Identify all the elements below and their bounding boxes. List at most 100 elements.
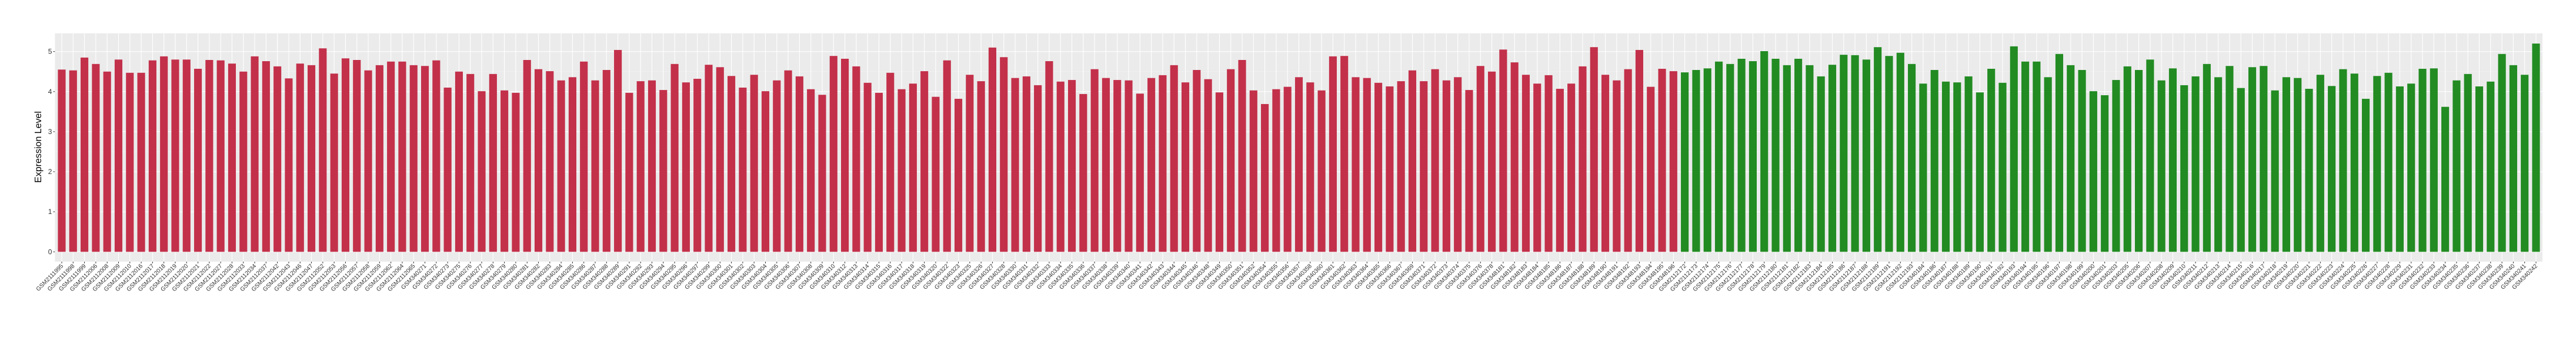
bar-GSM340304 xyxy=(761,91,770,252)
bar-GSM340343 xyxy=(1159,75,1167,252)
bar-GSM340369 xyxy=(1408,70,1417,252)
bar-GSM340309 xyxy=(818,95,826,252)
bar-GSM340189 xyxy=(1964,76,1973,252)
bar-GSM2112020 xyxy=(182,59,191,252)
bar-GSM2112184 xyxy=(1817,76,1825,252)
bar-GSM340188 xyxy=(1953,82,1961,252)
bar-GSM2112009 xyxy=(114,59,123,252)
bar-GSM340227 xyxy=(2373,76,2381,252)
bar-GSM340184 xyxy=(1919,83,1927,252)
bar-GSM340228 xyxy=(2384,72,2393,252)
bar-GSM340305 xyxy=(773,80,781,252)
bar-GSM340224 xyxy=(2339,69,2347,252)
bar-GSM2112058 xyxy=(364,70,372,252)
bar-GSM340303 xyxy=(750,75,758,252)
bar-GSM340348 xyxy=(1204,79,1212,252)
bar-GSM2111999 xyxy=(81,57,89,252)
bar-GSM2112193 xyxy=(1908,63,1916,252)
bar-GSM340326 xyxy=(977,81,985,252)
bar-GSM2112180 xyxy=(1771,58,1780,252)
bar-GSM340299 xyxy=(705,65,713,252)
bar-GSM340195 xyxy=(2033,61,2041,252)
bar-GSM2112183 xyxy=(1806,65,1814,252)
bar-GSM340306 xyxy=(784,70,792,252)
bar-GSM2112185 xyxy=(1828,65,1837,252)
bars xyxy=(58,44,2540,252)
y-tick-label: 5 xyxy=(48,48,52,56)
bar-GSM2112187 xyxy=(1851,55,1859,252)
bar-GSM340296 xyxy=(682,82,690,252)
bar-GSM340375 xyxy=(1465,90,1473,252)
bar-GSM2112177 xyxy=(1737,58,1746,252)
bar-GSM340286 xyxy=(580,61,588,252)
bar-GSM348186 xyxy=(1556,89,1564,252)
bar-GSM340211 xyxy=(2191,76,2200,252)
bar-GSM340240 xyxy=(2509,65,2517,252)
bar-GSM340241 xyxy=(2521,75,2529,252)
bar-GSM340209 xyxy=(2168,68,2177,252)
bar-GSM340279 xyxy=(500,90,509,252)
y-tick-label: 4 xyxy=(48,88,52,96)
bar-GSM340206 xyxy=(2135,70,2143,252)
bar-GSM340229 xyxy=(2395,86,2404,252)
bar-GSM340216 xyxy=(2248,67,2257,252)
bar-GSM340292 xyxy=(636,81,645,252)
bar-GSM340360 xyxy=(1317,90,1326,252)
bar-GSM2112016 xyxy=(137,72,145,252)
bar-GSM340194 xyxy=(2021,61,2030,252)
bar-GSM2112179 xyxy=(1760,51,1769,252)
bar-GSM340373 xyxy=(1442,80,1450,252)
bar-GSM348191 xyxy=(1613,80,1621,252)
bar-GSM340281 xyxy=(523,60,531,252)
bar-GSM340191 xyxy=(1987,68,1996,252)
bar-GSM340337 xyxy=(1090,69,1099,252)
bar-GSM340236 xyxy=(2464,73,2472,252)
bar-GSM340365 xyxy=(1374,82,1383,252)
bar-GSM340221 xyxy=(2305,89,2313,252)
bar-GSM2112018 xyxy=(160,56,168,252)
bar-GSM2112046 xyxy=(296,63,304,252)
y-tick-label: 3 xyxy=(48,128,52,136)
bar-GSM340208 xyxy=(2157,80,2165,252)
bar-GSM340366 xyxy=(1386,86,1394,252)
bar-GSM340295 xyxy=(670,63,679,252)
bar-GSM340201 xyxy=(2101,95,2109,252)
bar-GSM340328 xyxy=(1000,57,1008,252)
bar-GSM340339 xyxy=(1113,80,1122,252)
bar-GSM340323 xyxy=(954,99,963,252)
bar-GSM2112033 xyxy=(239,71,248,252)
bar-GSM340212 xyxy=(2203,63,2211,252)
bar-GSM340346 xyxy=(1193,70,1201,252)
bar-GSM2112019 xyxy=(171,59,179,252)
bar-GSM2111995 xyxy=(58,69,66,252)
bar-GSM348185 xyxy=(1544,75,1553,252)
bar-GSM340307 xyxy=(795,76,803,252)
bar-GSM340331 xyxy=(1022,76,1030,252)
bar-GSM340213 xyxy=(2214,77,2223,252)
bar-GSM340340 xyxy=(1125,80,1133,252)
bar-GSM340197 xyxy=(2055,54,2064,252)
y-tick-label: 2 xyxy=(48,168,52,176)
bar-GSM340319 xyxy=(920,71,929,252)
bar-GSM340333 xyxy=(1045,61,1053,252)
bar-GSM348195 xyxy=(1658,68,1666,252)
bar-GSM340222 xyxy=(2316,75,2324,252)
bar-GSM340187 xyxy=(1941,81,1950,252)
bar-GSM348194 xyxy=(1647,86,1655,252)
bar-GSM2112189 xyxy=(1874,47,1882,252)
bar-GSM2112017 xyxy=(148,60,156,252)
y-axis-label: Expression Level xyxy=(34,111,44,183)
bar-GSM2112188 xyxy=(1862,59,1870,252)
bar-GSM340336 xyxy=(1079,93,1087,252)
bar-GSM2112064 xyxy=(398,61,406,252)
bar-GSM340374 xyxy=(1454,77,1462,252)
bar-GSM2112059 xyxy=(375,65,383,252)
bar-GSM340287 xyxy=(591,80,599,252)
bar-GSM340315 xyxy=(875,92,883,252)
bar-GSM348181 xyxy=(1499,49,1507,252)
bar-GSM340278 xyxy=(489,73,497,252)
bar-GSM340294 xyxy=(659,90,668,252)
bar-GSM2112056 xyxy=(341,58,350,252)
bar-GSM2112062 xyxy=(387,61,395,252)
bar-GSM340357 xyxy=(1294,77,1303,252)
